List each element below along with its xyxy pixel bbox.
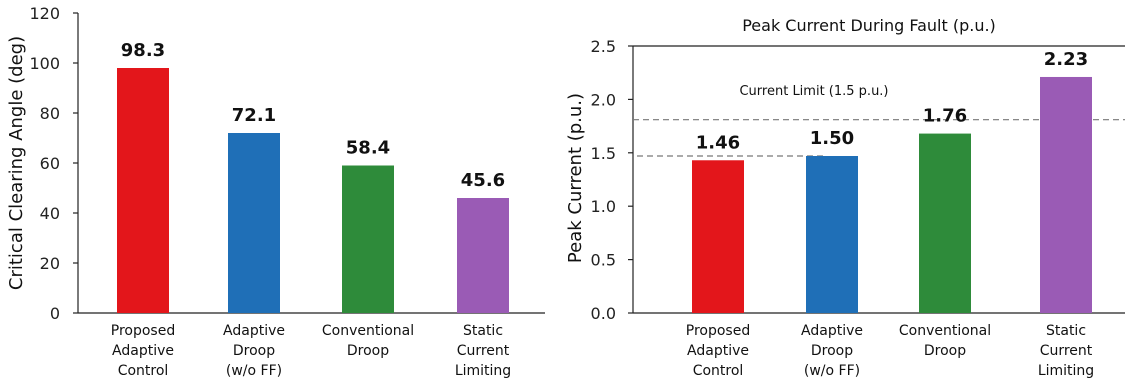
chart-0-category-label-2: Droop [347,343,389,359]
chart-0-value-label-1: 72.1 [232,105,276,126]
chart-1-y-tick-label: 0.5 [591,251,616,270]
chart-0-y-tick-label: 20 [40,254,60,273]
chart-1-y-tick-label: 0.0 [591,304,616,323]
chart-0-y-tick-label: 60 [40,154,60,173]
chart-1-y-tick-label: 2.5 [591,37,616,56]
chart-1-bar-3 [1040,76,1092,313]
chart-0-bar-3 [457,198,509,313]
chart-1-value-label-2: 1.76 [923,106,967,127]
chart-0-y-tick-label: 80 [40,104,60,123]
chart-1-category-label-3: Current [1040,343,1093,359]
chart-1-bar-1 [806,156,858,313]
chart-0-category-label-3: Current [457,343,510,359]
chart-0-y-tick-label: 100 [29,54,60,73]
chart-1-y-tick-label: 2.0 [591,90,616,109]
chart-1-category-label-1: Droop [811,343,853,359]
chart-0-category-label-2: Conventional [322,323,414,339]
chart-1-category-label-0: Control [693,363,744,379]
chart-0-bar-2 [342,165,394,313]
chart-1-category-label-3: Static [1046,323,1086,339]
chart-1-title: Peak Current During Fault (p.u.) [742,16,996,35]
chart-1-value-label-0: 1.46 [696,132,740,153]
chart-0-category-label-0: Proposed [111,323,175,339]
chart-1-value-label-3: 2.23 [1044,49,1088,70]
chart-0-category-label-3: Limiting [455,363,511,379]
chart-0-value-label-0: 98.3 [121,40,165,61]
chart-0-y-axis-label: Critical Clearing Angle (deg) [6,36,27,290]
chart-1-category-label-3: Limiting [1038,363,1094,379]
chart-1-category-label-1: Adaptive [801,323,863,339]
chart-1-category-label-0: Adaptive [687,343,749,359]
chart-1-category-label-1: (w/o FF) [804,363,860,379]
chart-1-value-label-1: 1.50 [810,128,854,149]
chart-0-value-label-3: 45.6 [461,170,505,191]
chart-0-y-tick-label: 0 [50,304,60,323]
chart-0-y-tick-label: 120 [29,4,60,23]
chart-0-category-label-1: Adaptive [223,323,285,339]
chart-0-bar-0 [117,68,169,313]
chart-1-reference-line-label: Current Limit (1.5 p.u.) [739,84,888,99]
chart-1-bar-2 [919,133,971,313]
chart-0-category-label-0: Adaptive [112,343,174,359]
chart-1-category-label-2: Droop [924,343,966,359]
chart-0-bar-1 [228,133,280,313]
chart-0-category-label-3: Static [463,323,503,339]
chart-1-y-tick-label: 1.0 [591,197,616,216]
chart-1-category-label-2: Conventional [899,323,991,339]
chart-1-y-tick-label: 1.5 [591,144,616,163]
chart-0-y-tick-label: 40 [40,204,60,223]
chart-1-category-label-0: Proposed [686,323,750,339]
chart-0-category-label-1: Droop [233,343,275,359]
chart-1-y-axis-label: Peak Current (p.u.) [565,93,586,263]
chart-0-value-label-2: 58.4 [346,138,390,159]
chart-0-category-label-1: (w/o FF) [226,363,282,379]
chart-1-bar-0 [692,160,744,313]
chart-0-category-label-0: Control [118,363,169,379]
